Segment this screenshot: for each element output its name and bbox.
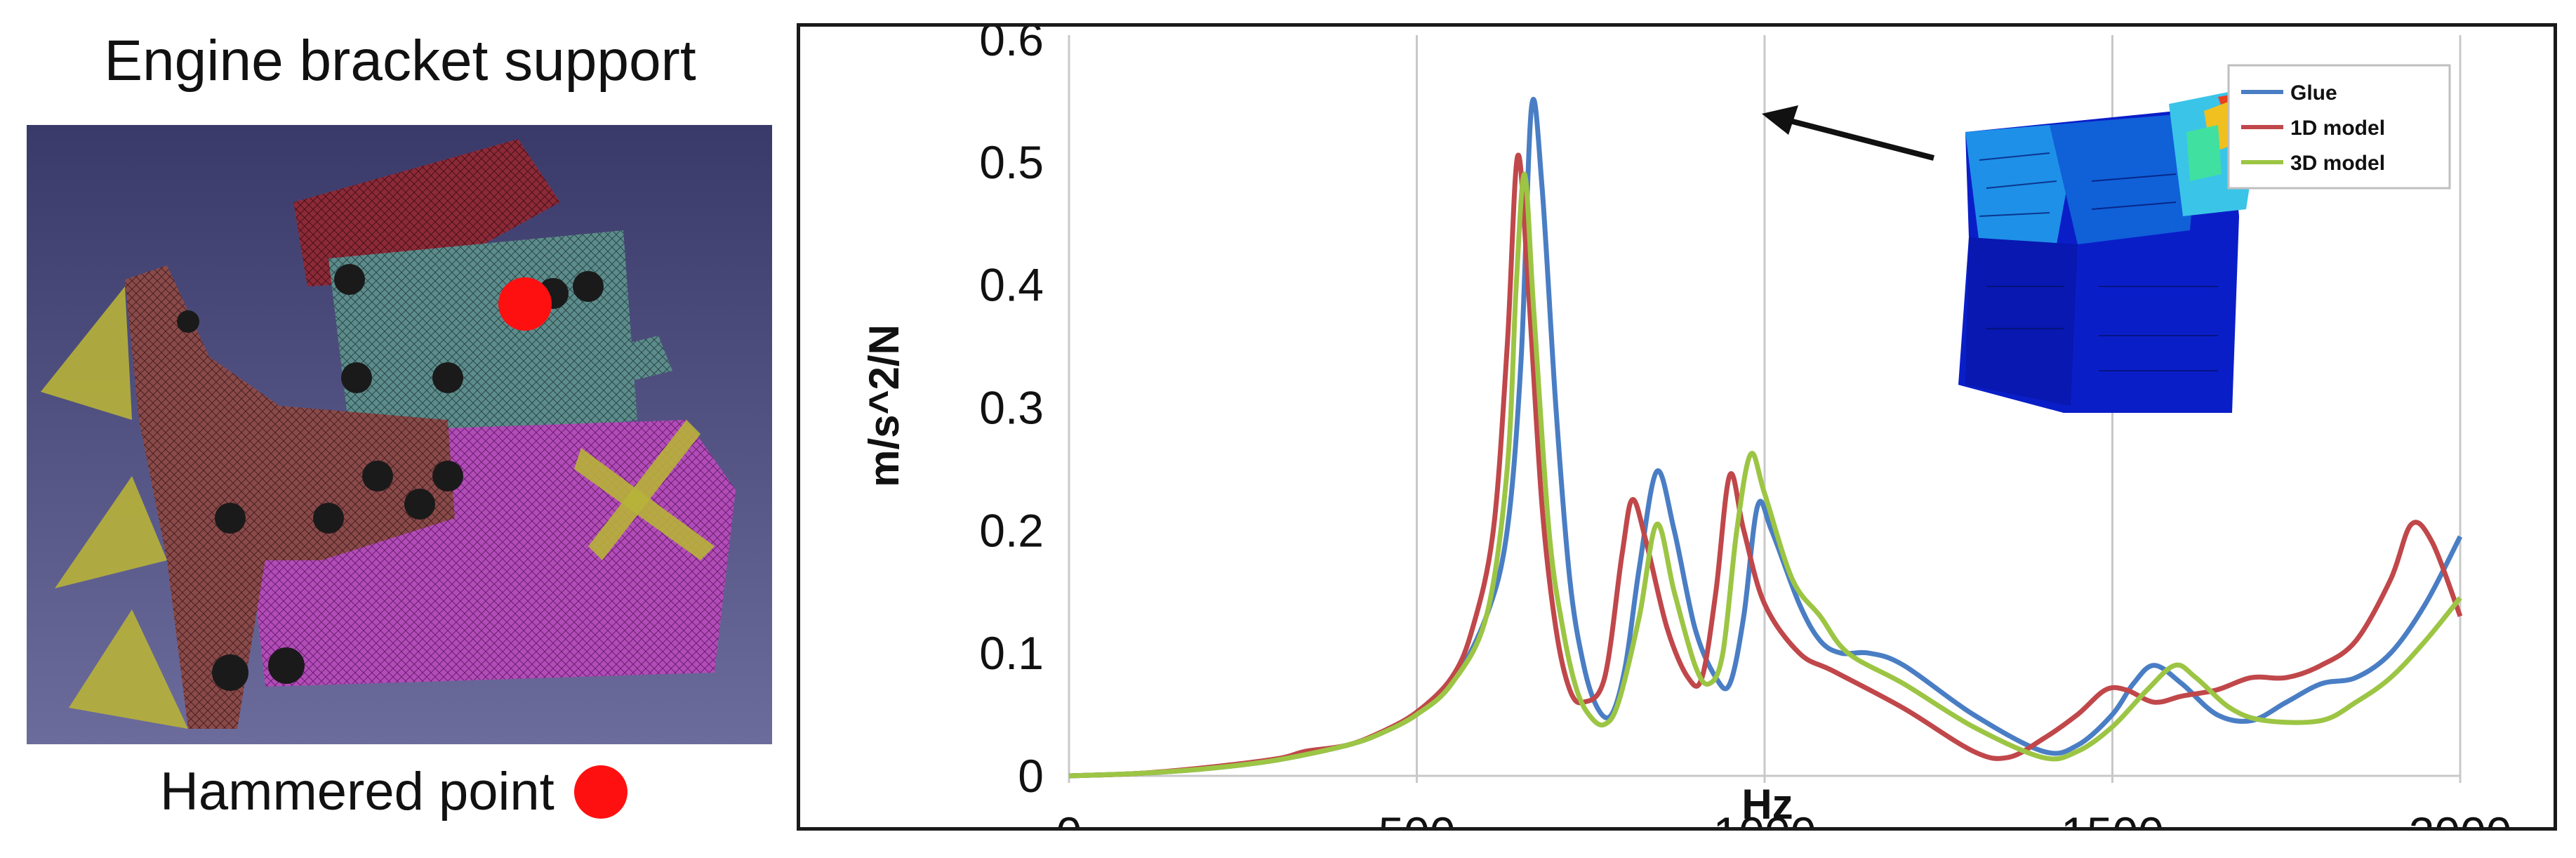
legend-label: 3D model [2290,152,2385,175]
y-tick-label: 0.4 [979,259,1044,311]
legend-label: Glue [2290,81,2337,105]
x-tick-label: 2000 [2409,807,2512,827]
engine-block-fem-icon [1958,90,2271,413]
legend-label: 1D model [2290,117,2385,140]
upper-red-part [293,139,560,286]
hammer-point-icon [573,765,628,819]
y-tick-label: 0.1 [979,627,1044,679]
y-tick-label: 0.6 [979,27,1044,65]
chart-axes: 0 500 1000 1500 2000 0 0.1 0.2 0.3 0.4 0.5 0.6 Hz m/s… [861,27,2511,827]
x-tick-label: 1000 [1713,807,1817,827]
yellow-spring [588,420,701,560]
chart-legend: Glue 1D model 3D model [2227,64,2451,190]
yellow-spring [41,286,132,420]
chart-series [1068,97,2463,779]
bracket-figure-title: Engine bracket support [104,29,696,93]
frf-chart-frame: 0 500 1000 1500 2000 0 0.1 0.2 0.3 0.4 0.5 0.6 Hz m/s… [797,23,2557,831]
yellow-spring [55,476,167,588]
brown-bracket [125,265,455,729]
hammered-point-marker [498,277,552,331]
peak-annotation-arrow [1762,105,1935,161]
frf-chart: 0 500 1000 1500 2000 0 0.1 0.2 0.3 0.4 0.5 0.6 Hz m/s… [861,27,2511,827]
y-tick-label: 0.2 [979,504,1044,556]
engine-bracket-model-image [27,125,772,744]
x-tick-label: 0 [1056,807,1082,827]
y-tick-label: 0.5 [979,136,1044,188]
series-line-1d-model [1068,152,2463,779]
y-tick-label: 0.3 [979,382,1044,434]
hammer-caption: Hammered point [160,761,628,822]
teal-arm [574,336,672,392]
y-tick-label: 0 [1018,750,1044,802]
x-tick-label: 500 [1378,807,1455,827]
y-axis-title: m/s^2/N [861,324,908,487]
hammer-caption-text: Hammered point [160,762,555,821]
x-tick-label: 1500 [2061,807,2164,827]
series-line-3d-model [1068,171,2462,779]
bracket-figure-panel: Engine bracket support [0,0,793,858]
x-axis-title: Hz [1741,781,1793,827]
yellow-spring [69,609,188,729]
